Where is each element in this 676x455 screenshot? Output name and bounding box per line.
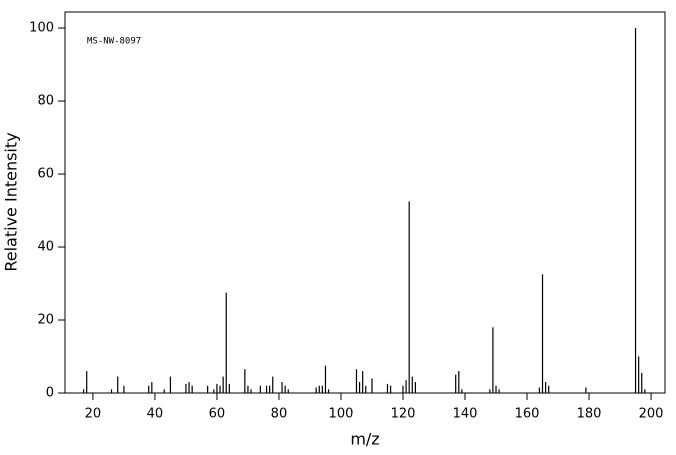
x-tick-label: 100 (329, 407, 354, 422)
x-tick-label: 120 (391, 407, 416, 422)
x-tick-label: 140 (453, 407, 478, 422)
y-tick-label: 60 (37, 167, 54, 182)
x-tick-label: 160 (515, 407, 540, 422)
x-axis-label: m/z (350, 430, 379, 449)
annotation: MS-NW-8097 (87, 37, 141, 47)
y-tick-label: 100 (29, 21, 54, 36)
y-axis-label: Relative Intensity (2, 132, 21, 271)
y-tick-label: 40 (37, 240, 54, 255)
y-tick-label: 20 (37, 313, 54, 328)
x-tick-label: 180 (577, 407, 602, 422)
y-tick-label: 80 (37, 94, 54, 109)
plot-frame (64, 11, 666, 394)
x-tick-label: 80 (271, 407, 288, 422)
x-tick-label: 40 (147, 407, 164, 422)
x-tick-label: 60 (209, 407, 226, 422)
x-tick-label: 20 (85, 407, 102, 422)
x-tick-label: 200 (639, 407, 664, 422)
y-tick-label: 0 (46, 386, 54, 401)
